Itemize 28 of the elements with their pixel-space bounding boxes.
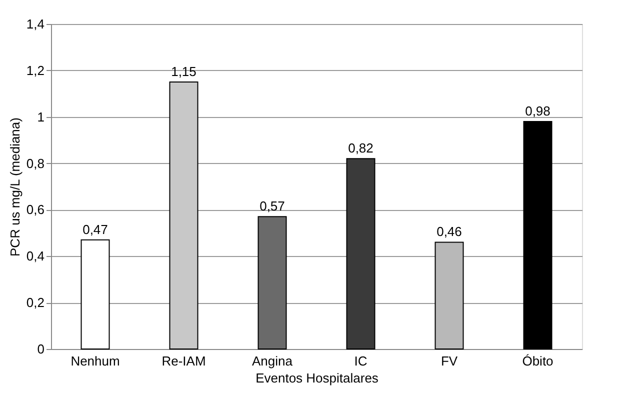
y-axis-title: PCR us mg/L (mediana) xyxy=(7,118,22,256)
data-label: 1,15 xyxy=(171,64,196,80)
bar xyxy=(523,121,552,350)
y-tick-label: 0,6 xyxy=(26,202,44,218)
x-tick-label: IC xyxy=(354,354,368,368)
bar xyxy=(258,216,287,350)
bar xyxy=(434,242,464,350)
x-tick-label: Re-IAM xyxy=(162,354,206,368)
x-tick-label: Óbito xyxy=(522,354,554,368)
bar xyxy=(80,239,110,350)
data-label: 0,57 xyxy=(260,198,285,214)
y-tick-label: 0,2 xyxy=(26,295,44,310)
data-label: 0,46 xyxy=(436,224,462,240)
y-tick-label: 0,4 xyxy=(26,248,44,264)
data-label: 0,98 xyxy=(525,104,550,118)
bar xyxy=(346,158,376,350)
y-tick-label: 0 xyxy=(37,342,44,356)
y-tick-label: 1,2 xyxy=(26,62,44,78)
y-tick-label: 0,8 xyxy=(26,156,44,171)
x-tick-label: Angina xyxy=(252,354,294,368)
data-label: 0,47 xyxy=(82,222,108,237)
y-tick-label: 1,4 xyxy=(26,16,44,32)
x-tick-label: Nenhum xyxy=(70,354,120,368)
x-axis-title: Eventos Hospitalares xyxy=(256,370,379,386)
data-label: 0,82 xyxy=(348,140,374,156)
bar xyxy=(169,82,198,350)
x-tick-label: FV xyxy=(440,354,458,368)
y-tick-label: 1 xyxy=(37,109,44,124)
